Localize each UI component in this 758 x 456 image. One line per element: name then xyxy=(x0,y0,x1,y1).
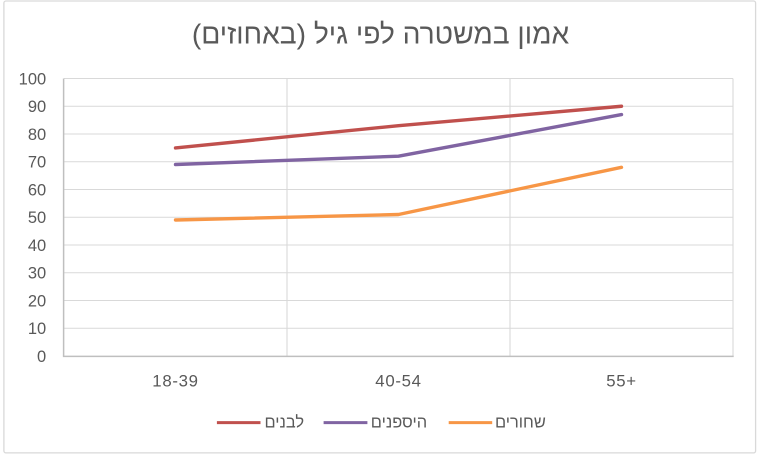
svg-text:50: 50 xyxy=(28,209,46,227)
svg-text:100: 100 xyxy=(19,70,47,88)
svg-text:80: 80 xyxy=(28,126,46,144)
svg-text:היספנים: היספנים xyxy=(371,413,427,431)
svg-text:שחורים: שחורים xyxy=(495,413,546,431)
svg-text:40: 40 xyxy=(28,237,46,255)
svg-text:10: 10 xyxy=(28,320,46,338)
svg-text:30: 30 xyxy=(28,265,46,283)
svg-text:90: 90 xyxy=(28,98,46,116)
svg-text:55+: 55+ xyxy=(606,371,637,390)
svg-text:60: 60 xyxy=(28,181,46,199)
svg-text:0: 0 xyxy=(37,348,46,366)
svg-text:70: 70 xyxy=(28,154,46,172)
svg-text:לבנים: לבנים xyxy=(265,413,305,431)
svg-text:40-54: 40-54 xyxy=(375,371,421,390)
svg-text:20: 20 xyxy=(28,292,46,310)
svg-text:אמון במשטרה לפי גיל (באחוזים): אמון במשטרה לפי גיל (באחוזים) xyxy=(192,18,570,50)
svg-text:18-39: 18-39 xyxy=(152,371,198,390)
